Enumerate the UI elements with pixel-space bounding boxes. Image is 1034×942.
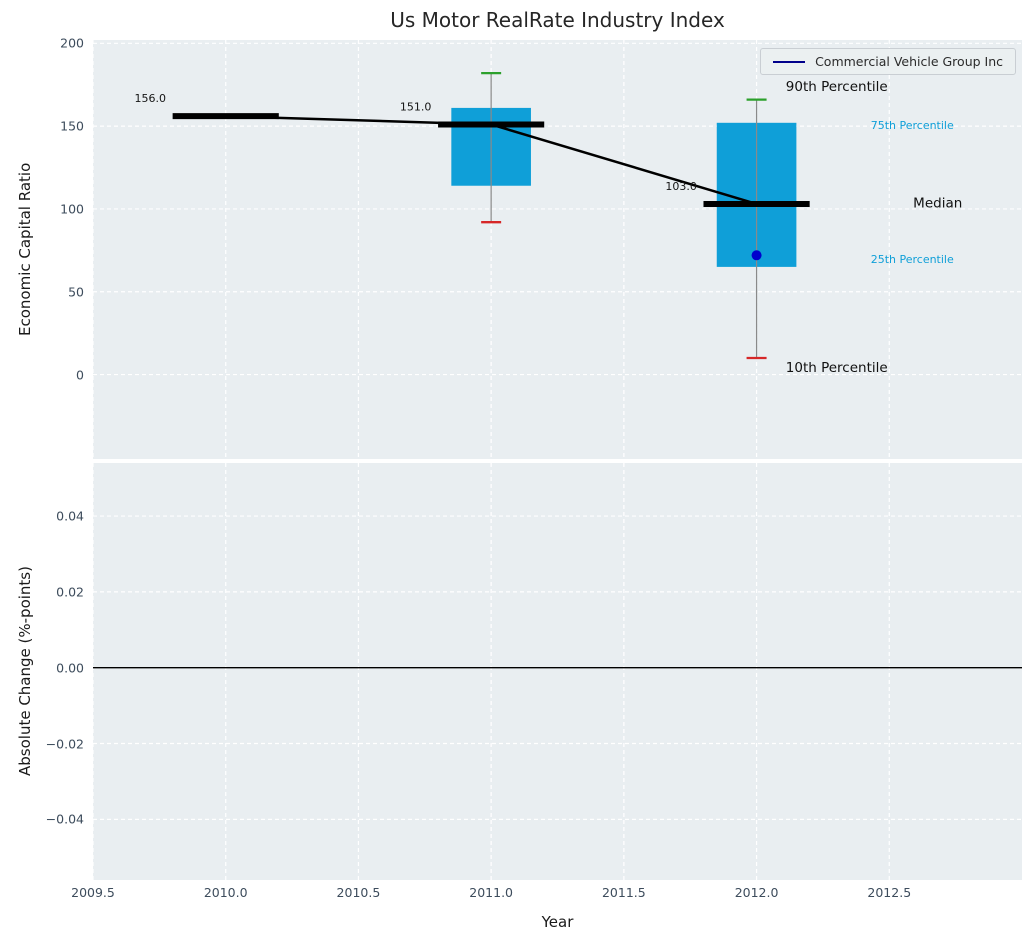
annotation-10th-percentile: 10th Percentile [786,360,888,376]
x-tick-label: 2009.5 [71,885,115,900]
annotation-25th-percentile: 25th Percentile [871,253,954,266]
y-tick-label: 0 [76,367,84,383]
x-axis-label: Year [541,913,574,931]
annotation-median: Median [913,195,962,211]
x-tick-label: 2010.0 [203,885,248,900]
company-point [751,250,762,261]
x-tick-label: 2011.5 [601,885,646,900]
axes-background [93,40,1022,459]
x-tick-label: 2012.5 [867,885,912,900]
y-tick-label: −0.02 [45,736,84,752]
x-tick-label: 2010.5 [336,885,381,900]
legend-line-sample [773,60,806,63]
legend-label: Commercial Vehicle Group Inc [815,54,1003,69]
y-tick-label: 0.00 [56,660,84,676]
median-value-label: 151.0 [400,100,432,113]
y-tick-label: −0.04 [45,811,84,827]
y-tick-label: 0.02 [56,584,84,600]
median-value-label: 156.0 [134,92,166,105]
y-tick-label: 150 [60,118,84,134]
annotation-90th-percentile: 90th Percentile [786,79,888,95]
axes-background [93,463,1022,880]
y-tick-label: 100 [60,201,84,217]
legend: Commercial Vehicle Group Inc [760,48,1016,75]
median-value-label: 103.0 [665,180,697,193]
x-tick-label: 2011.0 [469,885,514,900]
annotation-75th-percentile: 75th Percentile [871,119,954,132]
y-tick-label: 50 [68,284,84,300]
chart-title: Us Motor RealRate Industry Index [390,8,725,32]
y-tick-label: 0.04 [56,508,84,524]
y-tick-label: 200 [60,35,84,51]
x-tick-label: 2012.0 [734,885,779,900]
